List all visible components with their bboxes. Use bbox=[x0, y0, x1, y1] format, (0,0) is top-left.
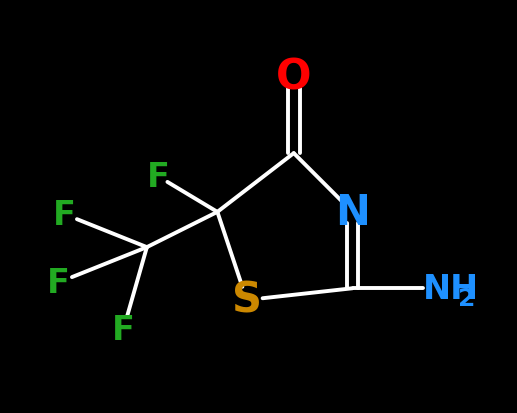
Text: 2: 2 bbox=[458, 286, 476, 310]
Text: F: F bbox=[147, 161, 170, 194]
Text: O: O bbox=[276, 57, 312, 99]
Text: F: F bbox=[48, 266, 70, 299]
Text: NH: NH bbox=[423, 272, 479, 305]
Text: S: S bbox=[232, 279, 262, 321]
Text: F: F bbox=[112, 313, 135, 346]
Text: F: F bbox=[53, 198, 76, 231]
Text: N: N bbox=[335, 191, 370, 233]
